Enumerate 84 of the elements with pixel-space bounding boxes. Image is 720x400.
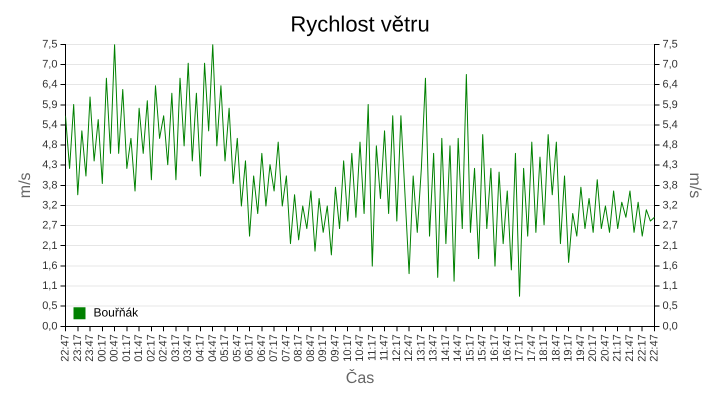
x-tick-label: 23:17 xyxy=(72,334,84,362)
x-tick-label: 07:17 xyxy=(268,334,280,362)
y-tick-label: 5,9 xyxy=(42,98,58,111)
y2-tick-label: 5,4 xyxy=(662,118,678,131)
x-tick-label: 02:47 xyxy=(158,334,170,362)
x-tick-label: 12:47 xyxy=(403,334,416,362)
x-tick-label: 18:47 xyxy=(550,334,562,362)
y2-tick-label: 7,0 xyxy=(662,58,678,71)
y2-tick-label: 2,7 xyxy=(662,220,678,232)
x-tick-label: 04:17 xyxy=(194,334,207,362)
y2-tick-label: 2,1 xyxy=(662,240,678,252)
legend-label: Bouřňák xyxy=(93,306,140,320)
y2-tick-label: 3,2 xyxy=(662,200,678,212)
x-tick-label: 15:17 xyxy=(464,334,476,362)
x-axis-title: Čas xyxy=(346,368,374,387)
x-tick-label: 13:47 xyxy=(428,334,440,362)
x-tick-label: 20:47 xyxy=(599,334,612,362)
y2-tick-label: 1,1 xyxy=(662,280,678,292)
y-axis-title: m/s xyxy=(17,172,34,198)
x-tick-label: 00:47 xyxy=(108,334,121,362)
x-tick-label: 16:47 xyxy=(501,334,514,362)
x-tick-label: 09:17 xyxy=(317,334,330,362)
x-tick-label: 14:47 xyxy=(452,334,464,362)
x-tick-label: 17:17 xyxy=(514,334,526,362)
y-tick-label: 3,8 xyxy=(42,179,58,192)
x-tick-label: 12:17 xyxy=(390,334,403,362)
y-tick-label: 2,1 xyxy=(42,240,58,252)
y-tick-label: 5,4 xyxy=(42,118,58,131)
x-tick-label: 14:17 xyxy=(440,334,452,362)
x-tick-label: 22:17 xyxy=(636,334,648,362)
x-tick-label: 01:17 xyxy=(120,334,133,362)
x-tick-label: 10:47 xyxy=(354,334,366,362)
x-tick-label: 06:17 xyxy=(244,334,256,362)
x-tick-label: 07:47 xyxy=(280,334,292,362)
y2-tick-label: 4,8 xyxy=(662,139,678,152)
chart-title: Rychlost větru xyxy=(290,11,430,36)
x-tick-label: 20:17 xyxy=(587,334,600,362)
y2-tick-label: 0,5 xyxy=(662,300,678,312)
x-tick-label: 13:17 xyxy=(415,334,428,362)
x-tick-label: 10:17 xyxy=(342,334,354,362)
x-tick-label: 22:47 xyxy=(648,334,661,362)
x-tick-label: 06:47 xyxy=(256,334,268,362)
y-tick-label: 7,5 xyxy=(42,38,58,50)
x-tick-label: 03:47 xyxy=(182,334,194,362)
y-tick-label: 0,5 xyxy=(42,300,58,312)
x-tick-label: 11:17 xyxy=(366,334,378,361)
y2-tick-label: 1,6 xyxy=(662,260,678,272)
y2-axis-title: m/s xyxy=(686,172,703,198)
y-tick-label: 7,0 xyxy=(42,58,58,71)
y-tick-label: 3,2 xyxy=(42,200,58,212)
x-tick-label: 17:47 xyxy=(526,334,538,362)
x-tick-label: 05:17 xyxy=(219,334,232,362)
x-tick-label: 05:47 xyxy=(231,334,244,362)
x-tick-label: 15:47 xyxy=(476,334,489,362)
y2-tick-label: 6,4 xyxy=(662,78,678,91)
x-tick-label: 23:47 xyxy=(84,334,96,362)
y2-tick-label: 0,0 xyxy=(662,320,678,332)
y2-tick-label: 4,3 xyxy=(662,159,678,172)
y-tick-label: 1,1 xyxy=(42,280,58,292)
x-tick-label: 08:17 xyxy=(292,334,305,362)
x-tick-label: 19:17 xyxy=(562,334,575,362)
y-tick-label: 1,6 xyxy=(42,260,58,272)
y2-tick-label: 3,8 xyxy=(662,179,678,192)
x-tick-label: 11:47 xyxy=(378,334,391,361)
x-tick-label: 08:47 xyxy=(304,334,317,362)
x-tick-label: 04:47 xyxy=(206,334,219,362)
y2-tick-label: 7,5 xyxy=(662,38,678,50)
x-tick-label: 19:47 xyxy=(574,334,587,362)
x-tick-label: 16:17 xyxy=(489,334,502,362)
y-tick-label: 0,0 xyxy=(42,320,58,332)
x-tick-label: 21:47 xyxy=(624,334,636,362)
y-tick-label: 4,8 xyxy=(42,139,58,152)
x-tick-label: 01:47 xyxy=(133,334,146,362)
x-tick-label: 22:47 xyxy=(60,334,72,362)
x-tick-label: 00:17 xyxy=(96,334,108,362)
y2-tick-label: 5,9 xyxy=(662,98,678,111)
y-tick-label: 6,4 xyxy=(42,78,58,91)
x-tick-label: 03:17 xyxy=(170,334,182,362)
y-tick-label: 2,7 xyxy=(42,220,58,232)
x-tick-label: 18:17 xyxy=(538,334,550,362)
x-tick-label: 02:17 xyxy=(145,334,158,362)
y-tick-label: 4,3 xyxy=(42,159,58,172)
x-tick-label: 09:47 xyxy=(329,334,342,362)
x-tick-label: 21:17 xyxy=(612,334,624,362)
